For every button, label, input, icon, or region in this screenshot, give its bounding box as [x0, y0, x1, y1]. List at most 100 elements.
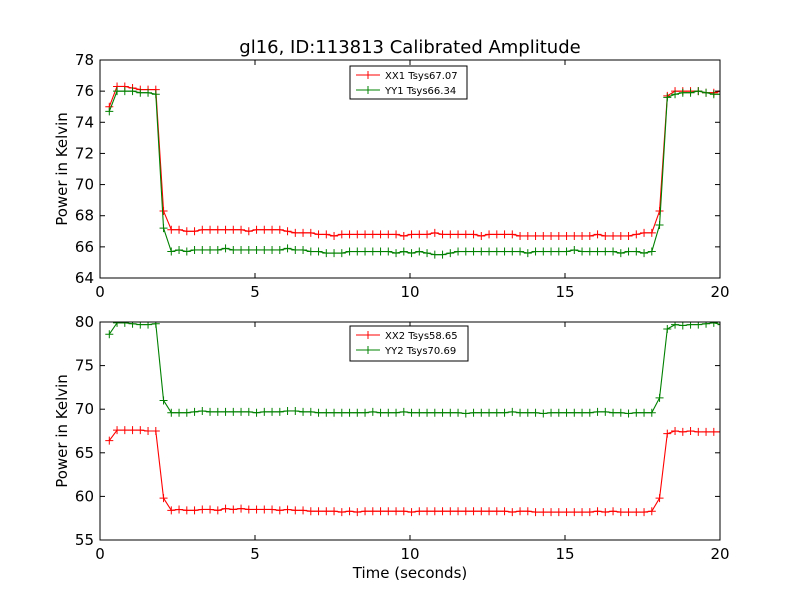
- data-point: [198, 225, 207, 234]
- data-point: [647, 507, 656, 516]
- data-point: [392, 408, 401, 417]
- data-point: [601, 407, 610, 416]
- data-point: [523, 231, 532, 240]
- legend-box: [349, 65, 468, 100]
- data-point: [299, 506, 308, 515]
- data-point: [322, 230, 331, 239]
- data-point: [376, 507, 385, 516]
- data-point: [709, 322, 718, 327]
- y-tick-label: 70: [75, 400, 94, 418]
- y-tick-label: 65: [75, 444, 94, 462]
- data-point: [206, 225, 215, 234]
- data-point: [585, 247, 594, 256]
- y-tick-label: 80: [75, 313, 94, 331]
- data-point: [694, 87, 703, 96]
- series-red: [105, 426, 720, 517]
- data-point: [438, 230, 447, 239]
- data-point: [702, 88, 711, 97]
- x-tick-label: 20: [710, 283, 729, 301]
- data-point: [430, 228, 439, 237]
- data-point: [539, 247, 548, 256]
- data-point: [640, 408, 649, 417]
- data-point: [531, 247, 540, 256]
- data-point: [237, 225, 246, 234]
- data-point: [399, 407, 408, 416]
- data-point: [655, 393, 664, 402]
- data-point: [492, 247, 501, 256]
- data-point: [454, 247, 463, 256]
- data-point: [213, 245, 222, 254]
- data-point: [477, 507, 486, 516]
- data-point: [167, 247, 176, 256]
- data-point: [291, 228, 300, 237]
- data-point: [508, 230, 517, 239]
- data-point: [229, 245, 238, 254]
- data-point: [446, 408, 455, 417]
- data-point: [159, 224, 168, 233]
- data-point: [632, 408, 641, 417]
- data-point: [167, 506, 176, 515]
- data-point: [206, 245, 215, 254]
- data-point: [508, 407, 517, 416]
- data-point: [632, 247, 641, 256]
- data-point: [361, 507, 370, 516]
- data-point: [384, 408, 393, 417]
- data-point: [252, 225, 261, 234]
- data-point: [547, 231, 556, 240]
- data-point: [113, 87, 122, 96]
- data-point: [570, 245, 579, 254]
- data-point: [182, 506, 191, 515]
- data-point: [322, 408, 331, 417]
- data-point: [430, 408, 439, 417]
- data-point: [283, 227, 292, 236]
- y-tick-label: 72: [75, 144, 94, 162]
- data-point: [492, 507, 501, 516]
- data-point: [554, 247, 563, 256]
- data-point: [547, 408, 556, 417]
- data-point: [671, 427, 680, 435]
- data-point: [570, 508, 579, 517]
- data-point: [283, 505, 292, 514]
- data-point: [213, 506, 222, 515]
- data-point: [446, 249, 455, 258]
- data-point: [647, 247, 656, 256]
- data-point: [423, 230, 432, 239]
- data-point: [330, 408, 339, 417]
- data-point: [306, 247, 315, 256]
- data-point: [120, 87, 129, 96]
- data-point: [376, 247, 385, 256]
- data-point: [198, 505, 207, 514]
- data-point: [454, 408, 463, 417]
- legend-entry: XX2 Tsys58.65: [385, 331, 458, 342]
- data-point: [709, 427, 718, 436]
- data-point: [640, 508, 649, 517]
- data-point: [624, 508, 633, 517]
- data-point: [159, 396, 168, 405]
- data-point: [399, 231, 408, 240]
- data-point: [593, 407, 602, 416]
- x-tick-label: 10: [400, 283, 419, 301]
- data-point: [485, 408, 494, 417]
- data-point: [508, 247, 517, 256]
- data-point: [151, 90, 160, 99]
- legend: XX1 Tsys67.07 YY1 Tsys66.34: [349, 65, 468, 100]
- data-point: [469, 247, 478, 256]
- x-tick-label: 5: [250, 545, 260, 563]
- data-point: [198, 406, 207, 415]
- data-point: [593, 230, 602, 239]
- data-point: [384, 230, 393, 239]
- data-point: [446, 230, 455, 239]
- data-point: [624, 231, 633, 240]
- data-point: [663, 429, 672, 438]
- data-point: [345, 230, 354, 239]
- data-point: [113, 426, 122, 435]
- data-point: [283, 406, 292, 415]
- legend-marker: [364, 331, 372, 339]
- y-tick-label: 78: [75, 51, 94, 69]
- data-point: [454, 507, 463, 516]
- data-point: [485, 230, 494, 239]
- data-point: [190, 227, 199, 236]
- y-tick-label: 68: [75, 207, 94, 225]
- data-point: [314, 408, 323, 417]
- data-point: [306, 507, 315, 516]
